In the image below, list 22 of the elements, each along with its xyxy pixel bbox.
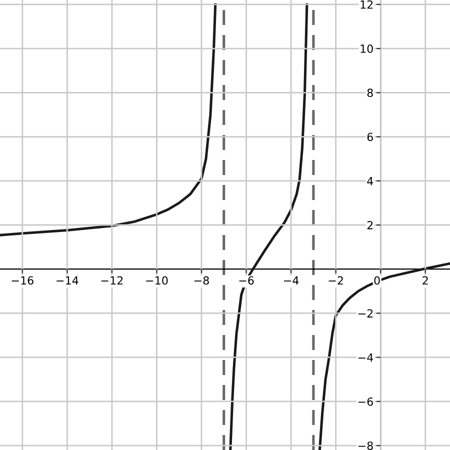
y-tick-label: 8 (367, 88, 373, 98)
x-tick-label: 2 (422, 276, 428, 285)
y-tick-label: −8 (358, 442, 373, 450)
x-tick-label: −10 (146, 276, 168, 285)
x-tick-label: −12 (101, 276, 123, 285)
x-tick-label: −14 (56, 276, 78, 285)
x-tick-label: −2 (328, 276, 343, 285)
x-tick-label: −8 (194, 276, 209, 285)
line-series (229, 3, 308, 450)
line-series (318, 262, 450, 450)
y-tick-label: −2 (358, 309, 373, 318)
y-tick-label: −4 (358, 353, 374, 362)
line-series (0, 3, 217, 236)
y-tick-label: 4 (367, 177, 374, 186)
y-tick-label: 6 (367, 132, 373, 142)
x-tick-label: 0 (374, 276, 380, 285)
y-tick-label: −6 (358, 397, 373, 406)
y-tick-label: 2 (367, 220, 373, 230)
x-tick-label: −16 (12, 276, 34, 285)
y-tick-label: 10 (360, 44, 373, 53)
y-tick-label: 12 (360, 0, 373, 9)
x-tick-label: −4 (284, 276, 299, 285)
